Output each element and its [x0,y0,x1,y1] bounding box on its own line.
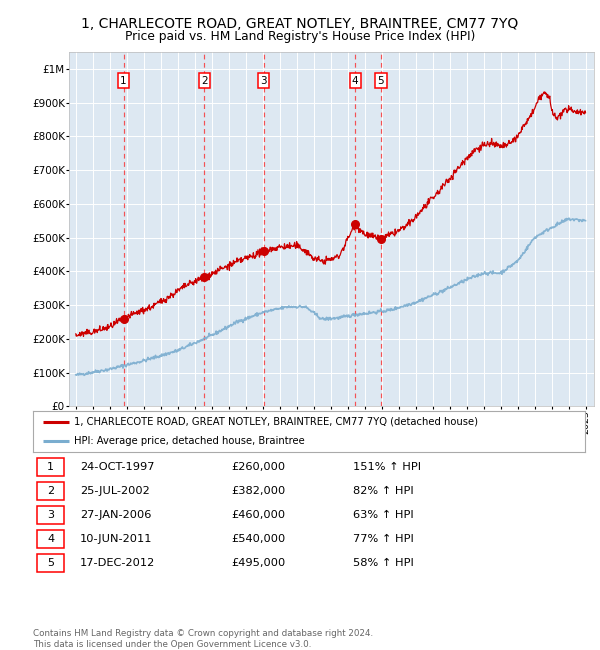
Text: £460,000: £460,000 [232,510,286,520]
Text: £540,000: £540,000 [232,534,286,544]
Text: £382,000: £382,000 [232,486,286,496]
Text: 4: 4 [47,534,54,544]
FancyBboxPatch shape [37,506,64,524]
Text: 58% ↑ HPI: 58% ↑ HPI [353,558,414,568]
Text: HPI: Average price, detached house, Braintree: HPI: Average price, detached house, Brai… [74,436,305,446]
FancyBboxPatch shape [37,458,64,476]
Text: 1, CHARLECOTE ROAD, GREAT NOTLEY, BRAINTREE, CM77 7YQ: 1, CHARLECOTE ROAD, GREAT NOTLEY, BRAINT… [82,17,518,31]
Text: 27-JAN-2006: 27-JAN-2006 [80,510,151,520]
Text: 63% ↑ HPI: 63% ↑ HPI [353,510,414,520]
Text: 1, CHARLECOTE ROAD, GREAT NOTLEY, BRAINTREE, CM77 7YQ (detached house): 1, CHARLECOTE ROAD, GREAT NOTLEY, BRAINT… [74,417,478,427]
Text: 82% ↑ HPI: 82% ↑ HPI [353,486,414,496]
Text: £260,000: £260,000 [232,462,286,472]
FancyBboxPatch shape [37,482,64,500]
Text: 1: 1 [47,462,54,472]
Text: 25-JUL-2002: 25-JUL-2002 [80,486,149,496]
Text: 4: 4 [352,75,358,86]
Text: 77% ↑ HPI: 77% ↑ HPI [353,534,414,544]
Text: Price paid vs. HM Land Registry's House Price Index (HPI): Price paid vs. HM Land Registry's House … [125,30,475,43]
Text: 24-OCT-1997: 24-OCT-1997 [80,462,154,472]
Text: 17-DEC-2012: 17-DEC-2012 [80,558,155,568]
Text: 1: 1 [120,75,127,86]
Text: £495,000: £495,000 [232,558,286,568]
Text: 10-JUN-2011: 10-JUN-2011 [80,534,152,544]
FancyBboxPatch shape [37,554,64,572]
FancyBboxPatch shape [37,530,64,548]
Text: 3: 3 [260,75,267,86]
Text: 5: 5 [47,558,54,568]
Text: 151% ↑ HPI: 151% ↑ HPI [353,462,421,472]
Text: Contains HM Land Registry data © Crown copyright and database right 2024.
This d: Contains HM Land Registry data © Crown c… [33,629,373,649]
Text: 3: 3 [47,510,54,520]
Text: 2: 2 [201,75,208,86]
Text: 2: 2 [47,486,54,496]
Text: 5: 5 [377,75,384,86]
